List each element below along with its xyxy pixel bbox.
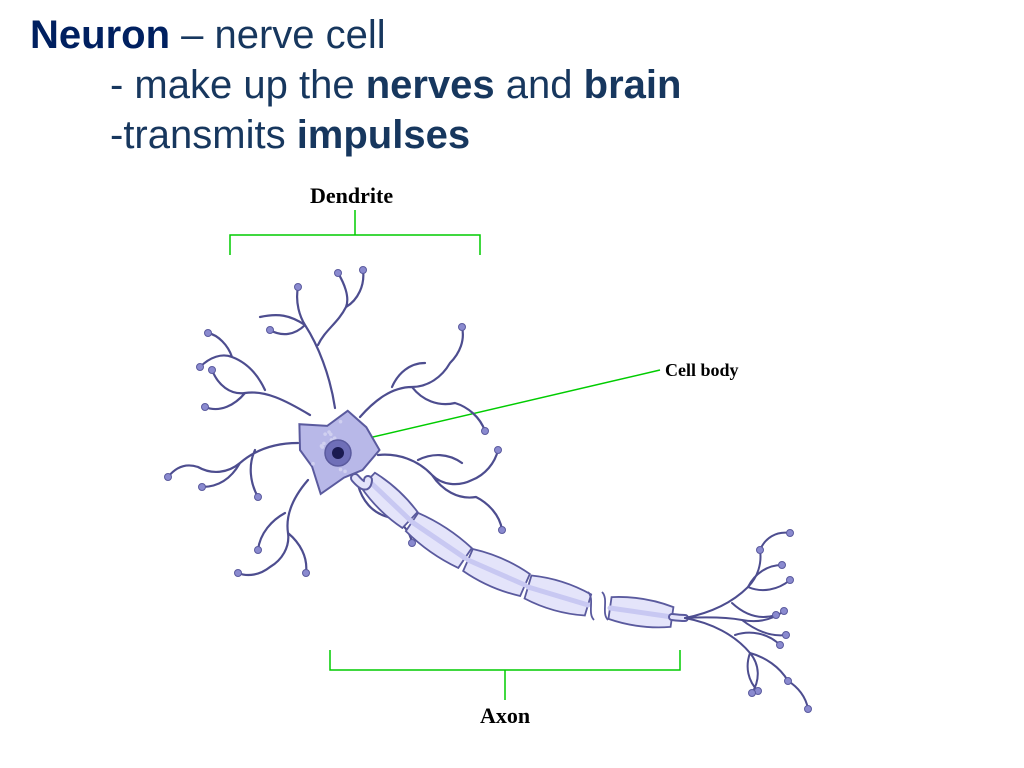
- term-brain: brain: [584, 63, 682, 107]
- neuron-svg: [100, 175, 900, 735]
- heading-line-3: -transmits impulses: [30, 110, 681, 160]
- heading-line-1-rest: – nerve cell: [170, 13, 386, 57]
- label-cellbody: Cell body: [665, 360, 739, 381]
- term-neuron: Neuron: [30, 13, 170, 57]
- label-dendrite: Dendrite: [310, 183, 393, 209]
- l2-mid: and: [495, 63, 584, 107]
- heading-line-1: Neuron – nerve cell: [30, 10, 681, 60]
- heading-line-2: - make up the nerves and brain: [30, 60, 681, 110]
- label-axon: Axon: [480, 703, 530, 729]
- l3-pre: -transmits: [110, 113, 297, 157]
- slide: Neuron – nerve cell - make up the nerves…: [0, 0, 1024, 768]
- term-nerves: nerves: [366, 63, 495, 107]
- l2-pre: - make up the: [110, 63, 366, 107]
- heading-block: Neuron – nerve cell - make up the nerves…: [30, 10, 681, 160]
- term-impulses: impulses: [297, 113, 470, 157]
- neuron-diagram: Dendrite Cell body Axon: [100, 175, 900, 735]
